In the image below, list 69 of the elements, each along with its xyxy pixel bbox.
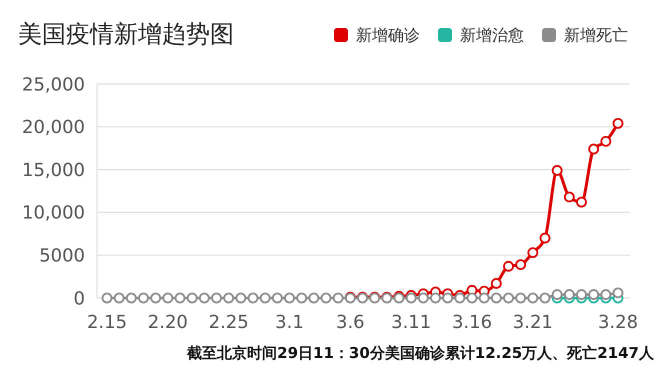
x-tick-label: 2.20 [148, 312, 188, 333]
point [442, 292, 454, 304]
point [198, 292, 210, 304]
point [564, 192, 575, 202]
x-tick-label: 2.25 [208, 312, 249, 333]
point [576, 289, 587, 300]
x-tick-label: 3.16 [452, 312, 492, 333]
y-tick-label: 0 [74, 288, 85, 310]
point [527, 247, 538, 258]
point [612, 118, 624, 129]
point [527, 292, 538, 304]
y-tick-label: 10,000 [22, 202, 85, 224]
chart-title: 美国疫情新增趋势图 [18, 20, 234, 48]
point [162, 292, 174, 304]
point [150, 292, 162, 304]
x-tick-label: 3.21 [512, 312, 553, 333]
y-tick-label: 20,000 [22, 117, 85, 138]
point [211, 292, 222, 304]
point [588, 289, 600, 300]
point [612, 287, 624, 298]
x-tick-label: 2.15 [86, 312, 128, 333]
legend-label: 新增治愈 [460, 26, 524, 45]
point [138, 292, 149, 304]
point [296, 292, 308, 304]
x-tick-label: 3.28 [598, 312, 638, 333]
point [600, 136, 612, 147]
point [248, 292, 258, 304]
point [454, 292, 466, 304]
point [540, 292, 550, 304]
y-tick-label: 5000 [39, 246, 85, 266]
point [552, 289, 563, 300]
point [576, 196, 587, 208]
point [478, 292, 490, 304]
point [515, 292, 526, 304]
point [260, 292, 271, 304]
x-tick-label: 3.1 [275, 312, 304, 333]
point [466, 292, 478, 304]
x-tick-label: 3.6 [336, 312, 365, 333]
point [490, 278, 502, 289]
y-tick-label: 25,000 [22, 74, 85, 96]
y-tick-label: 15,000 [22, 160, 85, 181]
point [406, 292, 417, 304]
point [490, 292, 502, 304]
point [430, 292, 441, 304]
point [186, 292, 198, 304]
x-tick-label: 3.11 [391, 312, 432, 333]
point [102, 292, 112, 304]
point [588, 144, 600, 154]
legend-label: 新增死亡 [564, 26, 628, 45]
point [174, 292, 186, 304]
point [284, 292, 295, 304]
point [564, 289, 575, 300]
point [235, 292, 246, 304]
text: 截至北京时间29日11：30分美国确诊累计12.25万人、死亡2147人 [186, 344, 655, 362]
point [515, 259, 526, 270]
point [418, 292, 429, 304]
point [126, 292, 137, 304]
point [503, 260, 514, 272]
point [503, 292, 514, 304]
point [332, 292, 344, 304]
legend-label: 新增确诊 [356, 26, 420, 45]
point [600, 289, 612, 300]
point [272, 292, 283, 304]
point [540, 232, 550, 244]
point [223, 292, 234, 304]
point [114, 292, 125, 304]
point [552, 165, 563, 176]
point [308, 292, 320, 304]
point [320, 292, 332, 304]
